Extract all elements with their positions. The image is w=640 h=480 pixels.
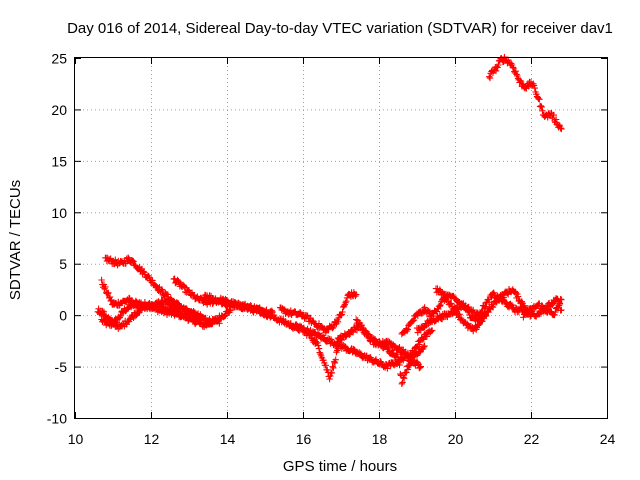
x-tick-label: 14 bbox=[220, 431, 236, 447]
plot-frame bbox=[74, 57, 608, 419]
data-points bbox=[94, 53, 565, 387]
data-marker-arc-h bbox=[277, 289, 360, 336]
x-tick-label: 12 bbox=[144, 431, 160, 447]
data-marker-arc-d bbox=[94, 300, 200, 332]
y-tick-label: -5 bbox=[55, 359, 68, 375]
series-arc-h bbox=[277, 289, 360, 336]
y-tick-label: 0 bbox=[59, 308, 67, 324]
data-marker-arc-p bbox=[486, 53, 565, 133]
series-arc-k bbox=[353, 316, 436, 361]
series-arc-o bbox=[520, 296, 565, 321]
x-axis-label: GPS time / hours bbox=[283, 458, 397, 475]
data-marker-arc-c bbox=[102, 254, 204, 326]
y-tick-label: -10 bbox=[47, 411, 67, 427]
series-arc-m bbox=[413, 289, 535, 336]
y-tick-label: 25 bbox=[51, 51, 67, 67]
y-tick-label: 5 bbox=[59, 256, 67, 272]
data-marker-arc-n bbox=[432, 285, 565, 335]
y-tick-label: 20 bbox=[51, 102, 67, 118]
x-tick-label: 16 bbox=[296, 431, 312, 447]
series-arc-n bbox=[432, 285, 565, 335]
y-tick-label: 10 bbox=[51, 205, 67, 221]
y-axis-label: SDTVAR / TECUs bbox=[7, 180, 24, 300]
series-arc-d bbox=[94, 300, 200, 332]
chart-title: Day 016 of 2014, Sidereal Day-to-day VTE… bbox=[67, 20, 613, 37]
x-tick-label: 18 bbox=[372, 431, 388, 447]
x-tick-label: 24 bbox=[600, 431, 616, 447]
data-marker-arc-o bbox=[520, 296, 565, 321]
x-tick-label: 22 bbox=[524, 431, 540, 447]
grid bbox=[75, 58, 607, 418]
x-tick-label: 10 bbox=[68, 431, 84, 447]
y-tick-label: 15 bbox=[51, 153, 67, 169]
series-arc-c bbox=[102, 254, 204, 326]
x-tick-label: 20 bbox=[448, 431, 464, 447]
axis-ticks: 10 12 14 16 18 20 22 24 -10 -5 0 5 10 15 20 25 bbox=[47, 51, 616, 448]
data-marker-arc-k bbox=[353, 316, 436, 361]
series-arc-p bbox=[486, 53, 565, 133]
data-marker-arc-m bbox=[413, 289, 535, 336]
